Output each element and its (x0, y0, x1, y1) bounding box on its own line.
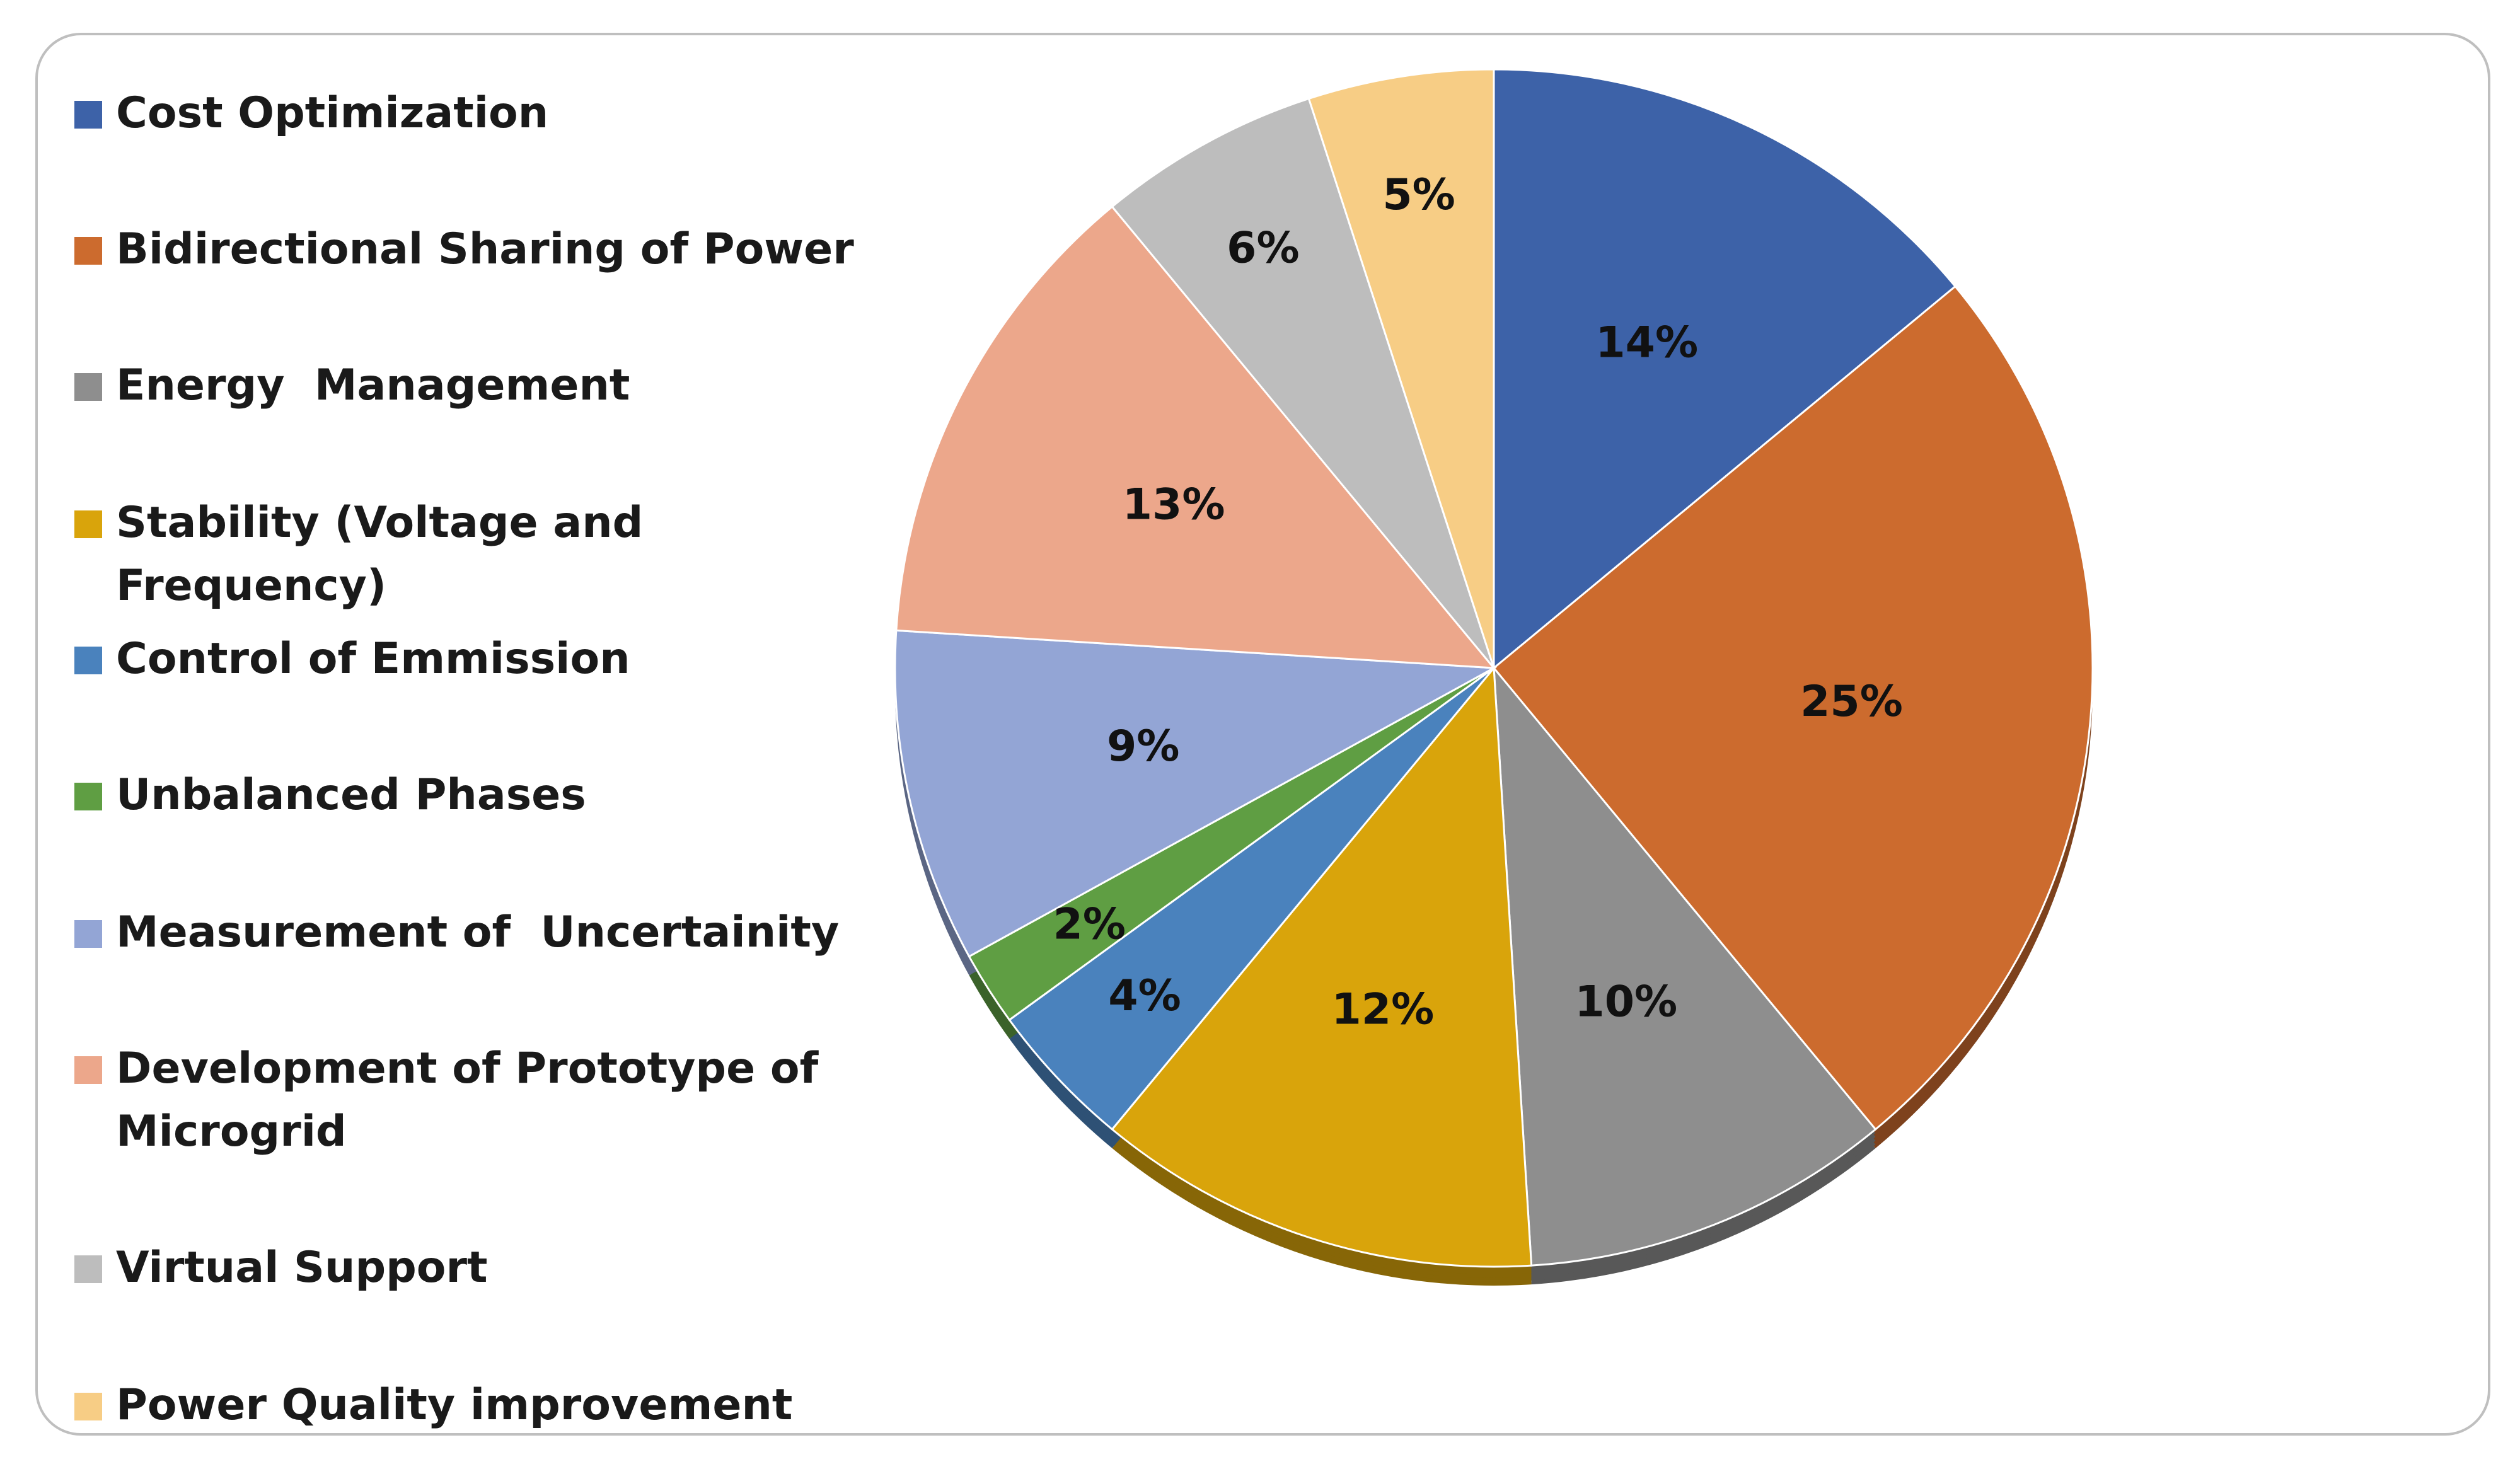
legend-item-power-quality: Power Quality improvement (74, 1374, 872, 1437)
legend-label: Power Quality improvement (116, 1380, 793, 1430)
legend-item-energy-management: Energy Management (74, 354, 872, 417)
data-label: 4% (1108, 971, 1181, 1021)
pie-slice (1493, 68, 1957, 671)
legend-item-bidirectional-sharing: Bidirectional Sharing of Power (74, 218, 872, 281)
legend-swatch (74, 647, 102, 674)
legend-item-stability: Stability (Voltage and Frequency) (74, 492, 872, 618)
data-label: 12% (1332, 985, 1435, 1035)
legend-swatch (74, 1393, 102, 1420)
data-label: 13% (1123, 480, 1225, 530)
legend-swatch (74, 783, 102, 810)
legend-label: Bidirectional Sharing of Power (116, 224, 854, 274)
legend-item-unbalanced-phases: Unbalanced Phases (74, 764, 872, 827)
pie-slice (895, 205, 1496, 669)
legend-swatch (74, 1056, 102, 1084)
data-label: 5% (1382, 170, 1455, 220)
legend-swatch (74, 920, 102, 948)
pie-slice (1008, 667, 1495, 1131)
legend-label: Energy Management (116, 360, 630, 410)
legend-item-control-of-emmission: Control of Emmission (74, 628, 872, 691)
pie-slice (894, 629, 1498, 958)
legend-label: Unbalanced Phases (116, 770, 586, 820)
data-label: 25% (1800, 677, 1903, 727)
legend-label: Virtual Support (116, 1243, 488, 1293)
legend-label: Measurement of Uncertainity (116, 907, 840, 957)
legend-swatch (74, 237, 102, 265)
legend-item-measurement-uncertainity: Measurement of Uncertainity (74, 901, 872, 964)
legend-swatch (74, 101, 102, 129)
pie-slice (1111, 665, 1533, 1268)
data-label: 9% (1107, 722, 1179, 771)
pie-slice (1307, 68, 1495, 669)
legend-swatch (74, 510, 102, 538)
data-label: 10% (1575, 977, 1677, 1027)
data-label: 6% (1227, 224, 1299, 274)
pie-slice (1111, 97, 1495, 669)
legend-swatch (74, 373, 102, 401)
legend-item-cost-optimization: Cost Optimization (74, 82, 872, 145)
data-label: 2% (1053, 900, 1126, 950)
legend-item-virtual-support: Virtual Support (74, 1236, 872, 1299)
legend-label: Development of Prototype of Microgrid (116, 1044, 833, 1156)
legend-item-development-prototype: Development of Prototype of Microgrid (74, 1037, 860, 1163)
pie-slice (1492, 285, 2094, 1131)
legend-label: Stability (Voltage and Frequency) (116, 498, 659, 611)
legend-swatch (74, 1255, 102, 1283)
legend-label: Control of Emmission (116, 634, 630, 684)
pie-slice (1493, 665, 1877, 1267)
legend-label: Cost Optimization (116, 88, 549, 138)
data-label: 14% (1595, 318, 1698, 368)
